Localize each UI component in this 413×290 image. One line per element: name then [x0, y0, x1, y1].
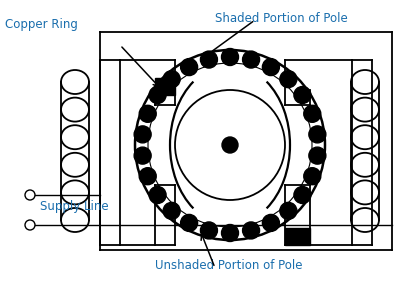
Circle shape: [304, 168, 321, 185]
Circle shape: [294, 186, 311, 204]
Circle shape: [294, 86, 311, 104]
Circle shape: [149, 86, 166, 104]
Circle shape: [262, 214, 280, 231]
Circle shape: [280, 202, 297, 219]
Circle shape: [309, 147, 326, 164]
Circle shape: [221, 48, 238, 66]
Circle shape: [280, 71, 297, 88]
Text: Copper Ring: Copper Ring: [5, 18, 78, 31]
Circle shape: [242, 222, 259, 239]
Circle shape: [221, 224, 238, 242]
Circle shape: [200, 51, 217, 68]
Circle shape: [139, 105, 156, 122]
Circle shape: [163, 202, 180, 219]
Bar: [285, 228, 310, 245]
Circle shape: [180, 59, 197, 76]
Text: Shaded Portion of Pole: Shaded Portion of Pole: [215, 12, 348, 25]
Circle shape: [180, 214, 197, 231]
Circle shape: [304, 105, 321, 122]
Circle shape: [309, 126, 326, 143]
Text: Supply Line: Supply Line: [40, 200, 109, 213]
Circle shape: [134, 147, 151, 164]
Circle shape: [242, 51, 259, 68]
Circle shape: [134, 126, 151, 143]
Circle shape: [200, 222, 217, 239]
Circle shape: [149, 186, 166, 204]
Circle shape: [139, 168, 156, 185]
Circle shape: [222, 137, 238, 153]
Circle shape: [163, 71, 180, 88]
Circle shape: [262, 59, 280, 76]
Text: Unshaded Portion of Pole: Unshaded Portion of Pole: [155, 259, 302, 272]
Bar: [155, 78, 175, 95]
